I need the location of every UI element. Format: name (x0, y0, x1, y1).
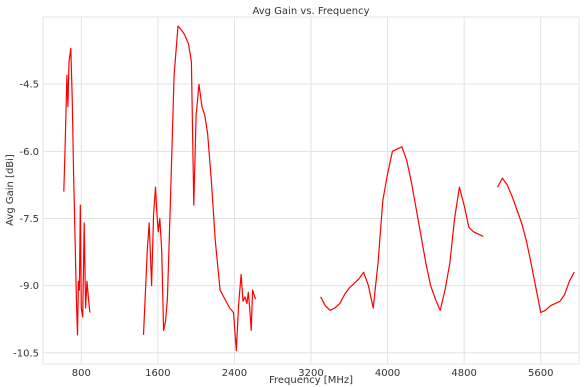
chart-title: Avg Gain vs. Frequency (252, 6, 369, 17)
y-tick-label: -4.5 (19, 80, 39, 91)
x-tick-label: 2400 (222, 368, 247, 379)
x-axis-label: Frequency [MHz] (269, 375, 353, 386)
x-tick-label: 4000 (375, 368, 400, 379)
plot-border (42, 16, 580, 365)
series-line-segment-1 (63, 47, 91, 336)
plot-frame (42, 16, 580, 365)
grid (43, 17, 579, 364)
y-tick-label: -10.5 (13, 348, 39, 359)
x-tick-label: 1600 (145, 368, 170, 379)
x-tick-labels: 800 1600 2400 3200 4000 4800 5600 (72, 368, 554, 379)
y-axis-label: Avg Gain [dBi] (5, 154, 16, 226)
x-tick-label: 3200 (298, 368, 323, 379)
x-tick-label: 5600 (528, 368, 553, 379)
series-line-segment-3 (320, 146, 484, 311)
x-tick-label: 4800 (451, 368, 476, 379)
series-line-segment-4 (497, 177, 575, 314)
x-tick-label: 800 (72, 368, 91, 379)
series (63, 25, 575, 352)
series-line-segment-2 (142, 25, 257, 352)
y-tick-label: -9.0 (19, 281, 39, 292)
y-tick-labels: -10.5 -9.0 -7.5 -6.0 -4.5 (13, 80, 39, 360)
y-tick-label: -7.5 (19, 214, 39, 225)
y-tick-label: -6.0 (19, 147, 39, 158)
